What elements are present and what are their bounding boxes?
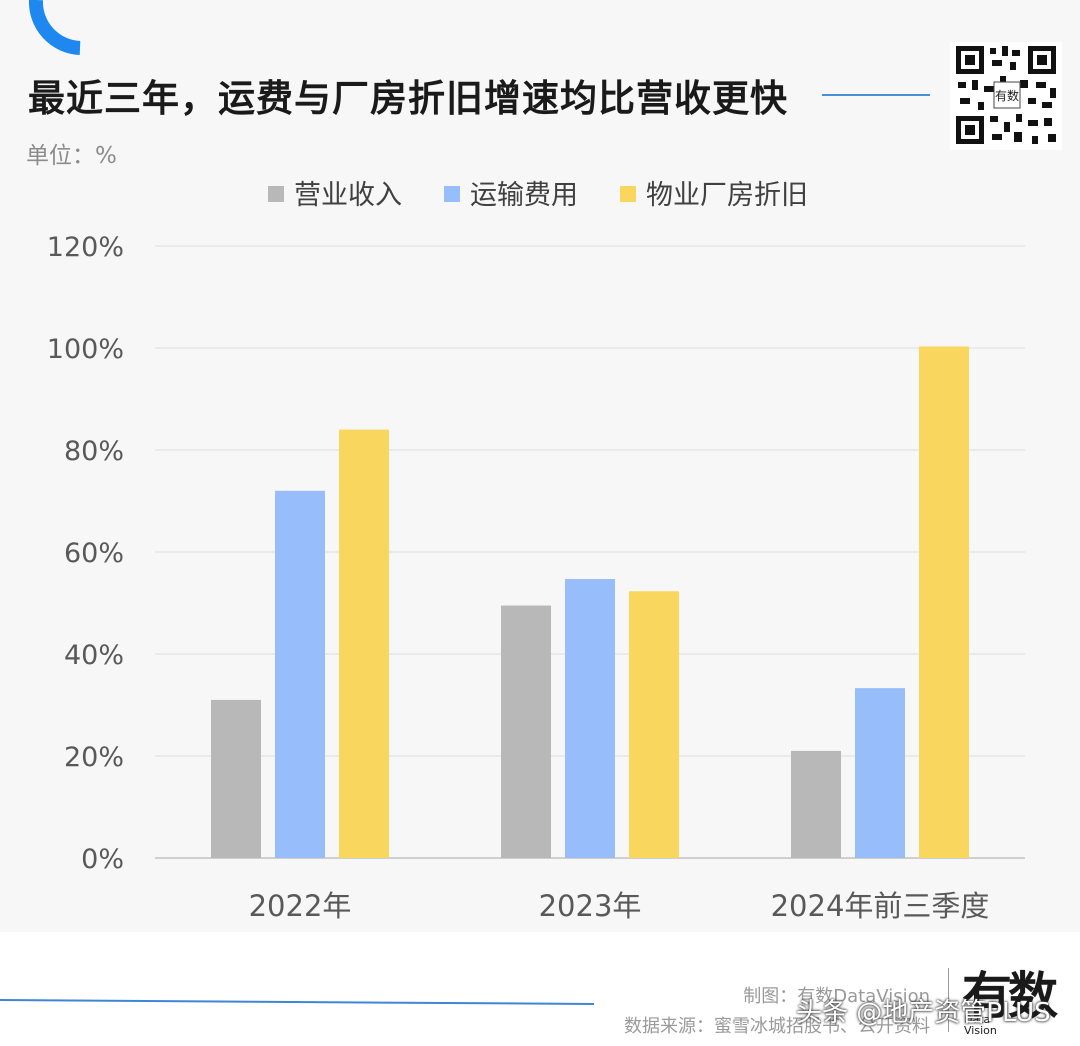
y-tick-label: 40% (64, 640, 124, 671)
footer: 制图：有数DataVision 数据来源：蜜雪冰城招股书、公开资料 有数 Dat… (0, 932, 1080, 1046)
bar (211, 699, 261, 858)
chart-maker-credit: 制图：有数DataVision (743, 986, 930, 1007)
data-source-credit: 数据来源：蜜雪冰城招股书、公开资料 (624, 1016, 930, 1037)
title-rule (822, 94, 930, 96)
bar (339, 429, 389, 858)
qr-logo-mark: 有数 (995, 88, 1019, 103)
credit-divider (948, 968, 949, 1032)
y-tick-label: 20% (64, 742, 124, 773)
chart-bars (211, 346, 969, 858)
y-tick-label: 80% (64, 436, 124, 467)
legend-swatch (444, 186, 460, 202)
page-title: 最近三年，运费与厂房折旧增速均比营收更快 (28, 77, 788, 120)
y-tick-label: 120% (47, 232, 124, 263)
watermark: 头条 @地产资管PLUS (796, 998, 1051, 1028)
bar (275, 490, 325, 858)
y-tick-label: 100% (47, 334, 124, 365)
footer-rule (0, 999, 595, 1005)
bar (501, 605, 551, 858)
x-tick-label: 2023年 (539, 889, 642, 923)
legend-swatch (268, 186, 284, 202)
bar-chart: 营业收入 运输费用 物业厂房折旧 0% 20% 40% 60% 80% 100% 120% 20… (47, 180, 1025, 923)
legend-label: 运输费用 (470, 180, 578, 211)
brand-logo: 有数 Data Vision (962, 956, 1062, 1044)
brand-logo-subtext: Data Vision (964, 1013, 997, 1037)
bar (565, 579, 615, 858)
qr-code-icon: 有数 (950, 42, 1062, 150)
x-tick-label: 2022年 (249, 889, 352, 923)
x-tick-label: 2024年前三季度 (771, 889, 990, 923)
unit-label: 单位：% (26, 143, 117, 169)
bar (855, 688, 905, 858)
bar (629, 591, 679, 858)
y-tick-label: 60% (64, 538, 124, 569)
y-tick-label: 0% (81, 844, 124, 875)
legend-swatch (620, 186, 636, 202)
y-axis-ticks: 0% 20% 40% 60% 80% 100% 120% (47, 232, 124, 875)
legend-label: 营业收入 (294, 180, 402, 211)
bar (791, 750, 841, 858)
brand-logo-mark: 有数 (962, 967, 1058, 1025)
bar (919, 346, 969, 858)
corner-arc-decoration (28, 0, 81, 55)
x-axis-ticks: 2022年 2023年 2024年前三季度 (249, 889, 990, 923)
chart-legend: 营业收入 运输费用 物业厂房折旧 (268, 180, 808, 211)
legend-label: 物业厂房折旧 (646, 180, 808, 211)
